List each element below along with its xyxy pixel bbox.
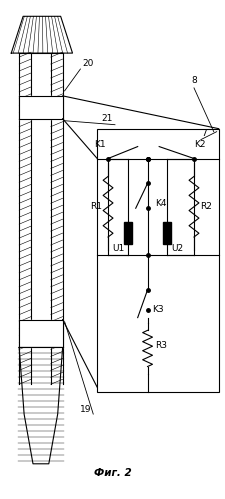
Polygon shape: [11, 16, 72, 53]
Bar: [123, 222, 131, 244]
Polygon shape: [19, 347, 62, 464]
Text: 21: 21: [101, 114, 112, 123]
Text: Фиг. 2: Фиг. 2: [94, 468, 131, 478]
Text: 19: 19: [79, 405, 91, 414]
Text: K3: K3: [152, 305, 163, 314]
Text: K4: K4: [155, 199, 166, 208]
Bar: [163, 222, 171, 244]
Text: R2: R2: [199, 202, 211, 211]
Polygon shape: [19, 96, 62, 119]
Bar: [97, 129, 218, 392]
Text: R1: R1: [90, 202, 102, 211]
Text: R3: R3: [155, 341, 167, 350]
Text: 7: 7: [200, 129, 206, 138]
Text: 8: 8: [190, 76, 196, 85]
Text: U1: U1: [111, 244, 124, 252]
Text: 20: 20: [82, 58, 94, 67]
Text: K2: K2: [193, 140, 205, 149]
Text: U2: U2: [170, 244, 182, 252]
Polygon shape: [19, 319, 62, 347]
Text: K1: K1: [94, 140, 106, 149]
